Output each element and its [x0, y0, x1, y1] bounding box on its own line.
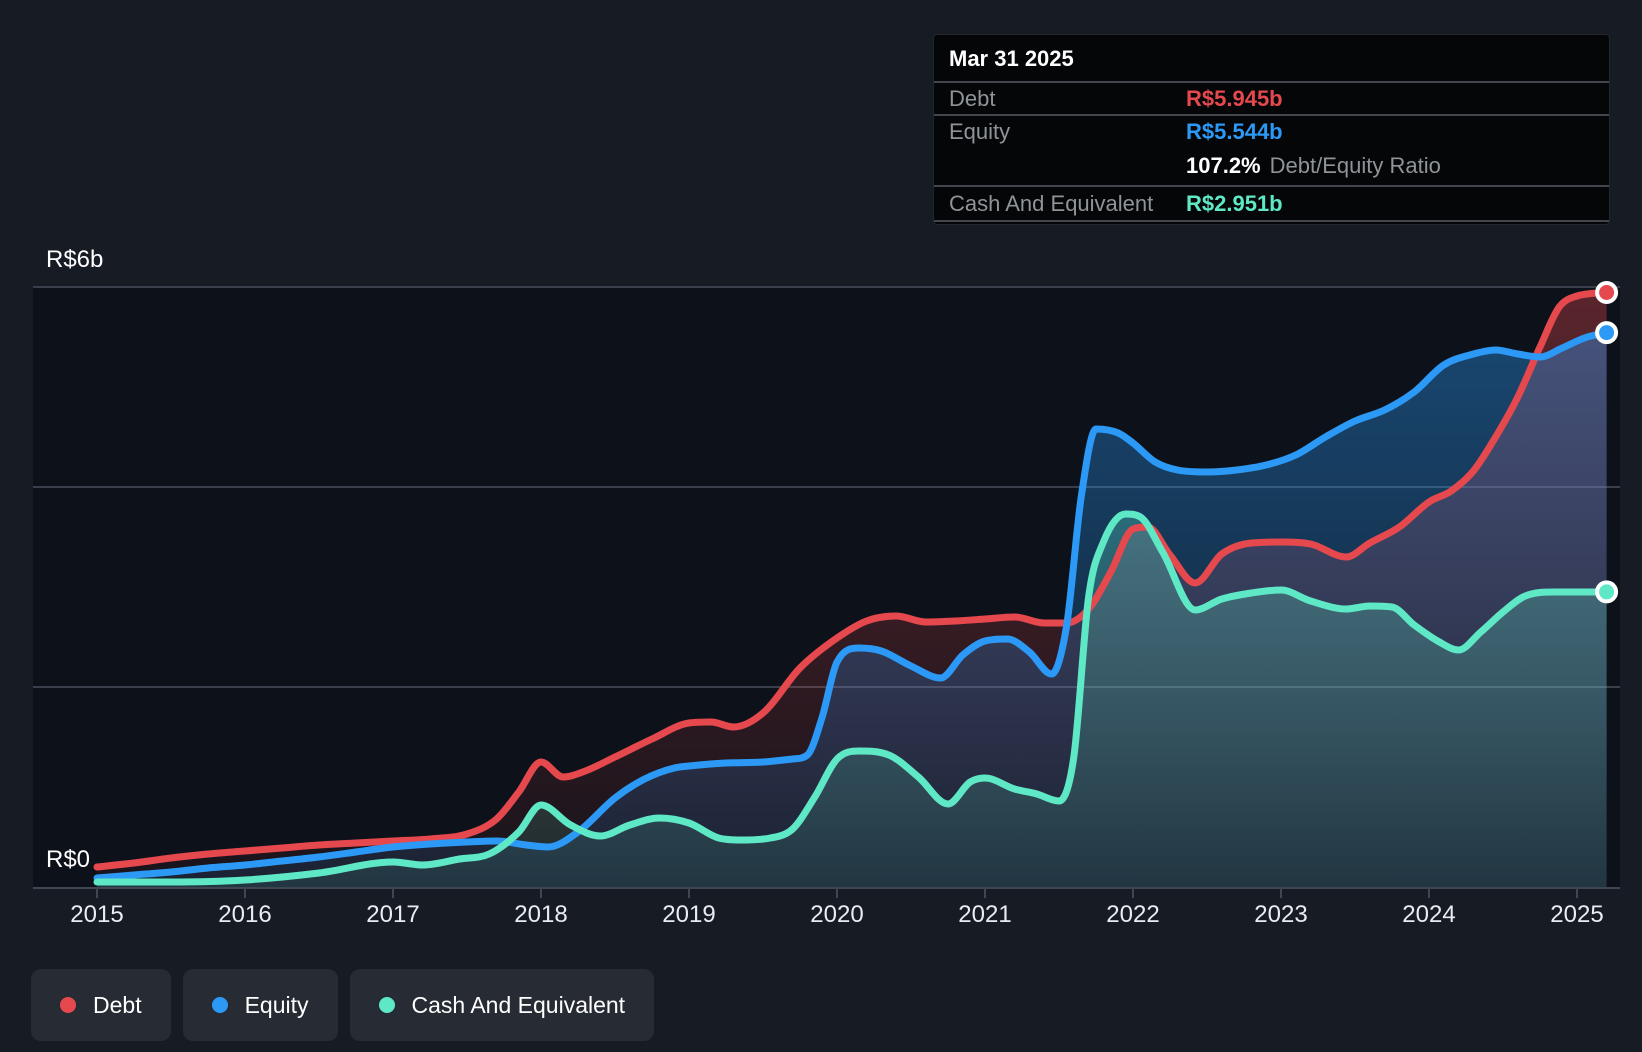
x-axis-label-2021: 2021	[958, 901, 1012, 928]
equity-series-dot-icon	[211, 997, 228, 1013]
debt-end-marker[interactable]	[1595, 281, 1619, 304]
x-axis-label-2016: 2016	[218, 901, 272, 928]
tooltip-row-debt: Debt R$5.945b	[934, 83, 1609, 116]
chart-legend: Debt Equity Cash And Equivalent	[31, 969, 655, 1041]
tooltip-row-ratio: 107.2% Debt/Equity Ratio	[934, 147, 1609, 187]
tooltip-equity-label: Equity	[949, 118, 1011, 144]
legend-item-equity[interactable]: Equity	[182, 969, 338, 1041]
x-axis: 2015 2016 2017 2018 2019 2020 2021 2022 2023 2024…	[0, 901, 1642, 935]
cash-line	[93, 510, 1611, 886]
tooltip-equity-value: R$5.544b	[1186, 118, 1283, 144]
tooltip-row-cash: Cash And Equivalent R$2.951b	[934, 187, 1609, 222]
x-axis-label-2024: 2024	[1402, 901, 1456, 928]
cash-series-dot-icon	[378, 997, 395, 1013]
legend-equity-label: Equity	[244, 991, 309, 1018]
legend-cash-label: Cash And Equivalent	[411, 991, 626, 1018]
equity-line	[93, 329, 1611, 882]
tooltip-cash-value: R$2.951b	[1186, 190, 1283, 216]
legend-debt-label: Debt	[93, 991, 142, 1018]
x-axis-label-2023: 2023	[1254, 901, 1308, 928]
tooltip-row-equity: Equity R$5.544b	[934, 116, 1609, 147]
x-axis-label-2015: 2015	[70, 901, 124, 928]
tooltip-cash-label: Cash And Equivalent	[949, 190, 1154, 216]
y-axis-label-zero: R$0	[46, 846, 91, 873]
equity-end-marker[interactable]	[1595, 321, 1619, 345]
legend-item-debt[interactable]: Debt	[31, 969, 171, 1041]
debt-line	[93, 289, 1611, 871]
cash-area	[97, 514, 1607, 887]
tooltip-date: Mar 31 2025	[934, 35, 1609, 83]
legend-item-cash[interactable]: Cash And Equivalent	[349, 969, 655, 1041]
x-axis-label-2020: 2020	[810, 901, 864, 928]
y-axis-label-max: R$6b	[46, 246, 104, 273]
x-axis-label-2025: 2025	[1550, 901, 1604, 928]
chart-tooltip: Mar 31 2025 Debt R$5.945b Equity R$5.544…	[933, 34, 1610, 225]
x-axis-label-2022: 2022	[1106, 901, 1160, 928]
debt-series-dot-icon	[60, 997, 76, 1013]
cash-end-marker[interactable]	[1595, 580, 1619, 604]
x-axis-label-2017: 2017	[366, 901, 420, 928]
x-axis-label-2018: 2018	[514, 901, 568, 928]
tooltip-debt-label: Debt	[949, 85, 996, 111]
tooltip-debt-value: R$5.945b	[1186, 85, 1283, 111]
tooltip-ratio-value: 107.2%	[1186, 153, 1261, 178]
x-axis-label-2019: 2019	[662, 901, 716, 928]
tooltip-ratio-label: Debt/Equity Ratio	[1269, 153, 1441, 178]
